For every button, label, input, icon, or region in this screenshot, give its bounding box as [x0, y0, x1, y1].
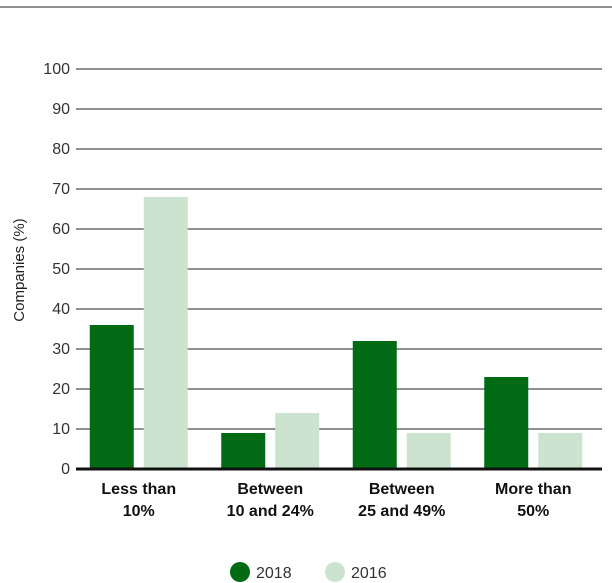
- y-tick-label: 0: [61, 461, 70, 478]
- bar-2018-1: [221, 433, 266, 469]
- y-tick-label: 50: [52, 261, 70, 278]
- x-axis-categories: Less than 10% Between 10 and 24% Between 25 a…: [101, 481, 571, 520]
- legend: 2018 2016: [230, 562, 387, 582]
- y-tick-label: 90: [52, 101, 70, 118]
- y-axis-ticks: 0 10 20 30 40 50 60 70 80 90 100: [43, 61, 70, 478]
- bar-2016-1: [275, 413, 320, 469]
- x-category-label: Less than: [101, 481, 176, 498]
- x-category-label: 50%: [517, 503, 549, 520]
- legend-swatch-2018: [230, 562, 250, 582]
- x-category-label: 25 and 49%: [358, 503, 445, 520]
- y-tick-label: 60: [52, 221, 70, 238]
- y-axis-title: Companies (%): [11, 218, 28, 321]
- x-category-label: More than: [495, 481, 571, 498]
- y-tick-label: 40: [52, 301, 70, 318]
- legend-label: 2018: [256, 565, 292, 582]
- bar-2018-3: [484, 377, 529, 469]
- bar-2016-3: [538, 433, 583, 469]
- x-category-label: Between: [369, 481, 435, 498]
- y-tick-label: 70: [52, 181, 70, 198]
- bar-2016-0: [143, 197, 188, 469]
- y-tick-label: 80: [52, 141, 70, 158]
- bar-2018-2: [352, 341, 397, 469]
- y-tick-label: 10: [52, 421, 70, 438]
- bar-2016-2: [406, 433, 451, 469]
- x-category-label: 10%: [123, 503, 155, 520]
- bars: [89, 197, 583, 469]
- y-tick-label: 20: [52, 381, 70, 398]
- x-category-label: Between: [237, 481, 303, 498]
- legend-swatch-2016: [325, 562, 345, 582]
- x-category-label: 10 and 24%: [227, 503, 314, 520]
- y-tick-label: 100: [43, 61, 70, 78]
- bar-2018-0: [89, 325, 134, 469]
- legend-label: 2016: [351, 565, 387, 582]
- y-tick-label: 30: [52, 341, 70, 358]
